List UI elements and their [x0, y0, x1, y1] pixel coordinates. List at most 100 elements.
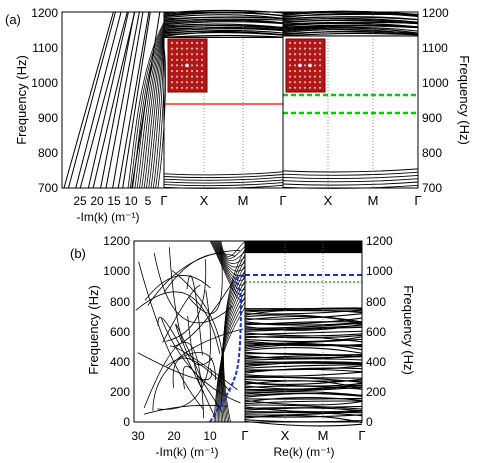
lattice-dot — [288, 58, 292, 61]
band-curve — [282, 178, 419, 183]
band-curve — [244, 399, 363, 406]
lattice-dot — [313, 81, 317, 84]
im-curve — [168, 247, 213, 366]
panel-b-grid — [284, 241, 324, 422]
im-curve — [165, 351, 216, 381]
defect-dot — [298, 63, 302, 68]
a-ylabel-left: Frequency (Hz) — [14, 55, 29, 145]
lattice-dot — [195, 81, 199, 84]
lattice-dot — [303, 75, 307, 78]
lattice-dot — [318, 58, 322, 61]
b-ytick-right-1000: 1000 — [366, 264, 393, 278]
lattice-dot — [313, 86, 317, 89]
band-curve — [244, 364, 363, 369]
band-curve — [244, 334, 363, 339]
panel-a-band2-curves — [282, 10, 419, 189]
b-ylabel-left: Frequency (Hz) — [86, 285, 101, 375]
lattice-dot — [313, 41, 317, 45]
panel-b-label: (b) — [70, 246, 86, 261]
lattice-dot — [190, 69, 194, 73]
band-curve — [163, 18, 284, 22]
a-xtick-15: 15 — [107, 194, 121, 208]
panel-a-frame — [61, 11, 419, 189]
lattice-dot — [185, 58, 189, 61]
band-curve — [244, 411, 363, 414]
b-xtick-gamma1: Γ — [241, 428, 248, 443]
lattice-dot — [303, 64, 307, 67]
lattice-dot — [313, 47, 317, 50]
lattice-dot — [170, 58, 174, 61]
im-curve — [141, 33, 165, 189]
band-curve — [244, 414, 363, 418]
band-curve — [244, 340, 363, 347]
band-curve — [244, 382, 363, 387]
lattice-dot — [175, 81, 179, 84]
band-curve — [282, 19, 419, 24]
band-curve — [163, 34, 284, 38]
im-curve — [147, 250, 240, 306]
lattice-dot — [195, 58, 199, 61]
a-ytick-right-900: 900 — [422, 111, 442, 125]
a-ytick-left-800: 800 — [38, 146, 58, 160]
lattice-dot — [303, 47, 307, 50]
lattice-dot — [185, 53, 189, 56]
lattice-dot — [170, 86, 174, 89]
lattice-dot — [185, 86, 189, 89]
lattice-dot — [185, 47, 189, 50]
band-curve — [163, 16, 284, 20]
b-xtick-10: 10 — [203, 429, 217, 443]
lattice-dot — [298, 47, 302, 50]
lattice-dot — [293, 86, 297, 89]
im-curve — [220, 240, 246, 257]
lattice-dot — [175, 86, 179, 89]
lattice-dot — [175, 47, 179, 50]
lattice-dot — [170, 41, 174, 45]
a-xlabel-im: -Im(k) (m⁻¹) — [77, 210, 140, 224]
a-ytick-left-1200: 1200 — [31, 6, 58, 20]
band-curve — [244, 361, 363, 365]
a-ytick-right-1000: 1000 — [422, 76, 449, 90]
a-band2-xtick-x: X — [324, 193, 333, 208]
lattice-dot — [200, 41, 204, 45]
panel-b-im-curves — [135, 240, 246, 423]
band-curve — [163, 174, 284, 179]
im-curve — [161, 318, 241, 404]
b-xtick-gamma2: Γ — [358, 428, 365, 443]
lattice-dot — [303, 69, 307, 73]
im-curve — [186, 275, 203, 356]
lattice-dot — [175, 64, 179, 67]
im-curve — [63, 11, 114, 189]
lattice-dot — [303, 81, 307, 84]
band-curve — [244, 361, 363, 365]
band-curve — [282, 31, 419, 36]
band-curve — [163, 23, 284, 28]
band-curve — [244, 362, 363, 366]
im-curve — [135, 291, 221, 354]
lattice-dot — [185, 75, 189, 78]
band-curve — [244, 396, 363, 403]
lattice-dot — [195, 75, 199, 78]
lattice-dot — [313, 58, 317, 61]
lattice-dot — [195, 69, 199, 73]
lattice-dot — [180, 53, 184, 56]
lattice-dot — [175, 53, 179, 56]
band-curve — [163, 29, 284, 35]
im-curve — [112, 11, 144, 189]
band-curve — [163, 32, 284, 36]
lattice-dot — [180, 86, 184, 89]
band-curve — [244, 419, 363, 423]
lattice-dot — [175, 41, 179, 45]
lattice-dot — [308, 47, 312, 50]
a-ytick-left-1000: 1000 — [31, 76, 58, 90]
lattice-dot — [313, 69, 317, 73]
band-curve — [282, 27, 419, 34]
im-curve — [148, 39, 165, 189]
panel-b-defect-im-curve — [209, 275, 246, 423]
lattice-dot — [318, 86, 322, 89]
lattice-dot — [313, 53, 317, 56]
lattice-dot — [298, 86, 302, 89]
lattice-dot — [293, 69, 297, 73]
b-ytick-left-1200: 1200 — [103, 234, 130, 248]
lattice-dot — [288, 69, 292, 73]
lattice-dot — [308, 41, 312, 45]
